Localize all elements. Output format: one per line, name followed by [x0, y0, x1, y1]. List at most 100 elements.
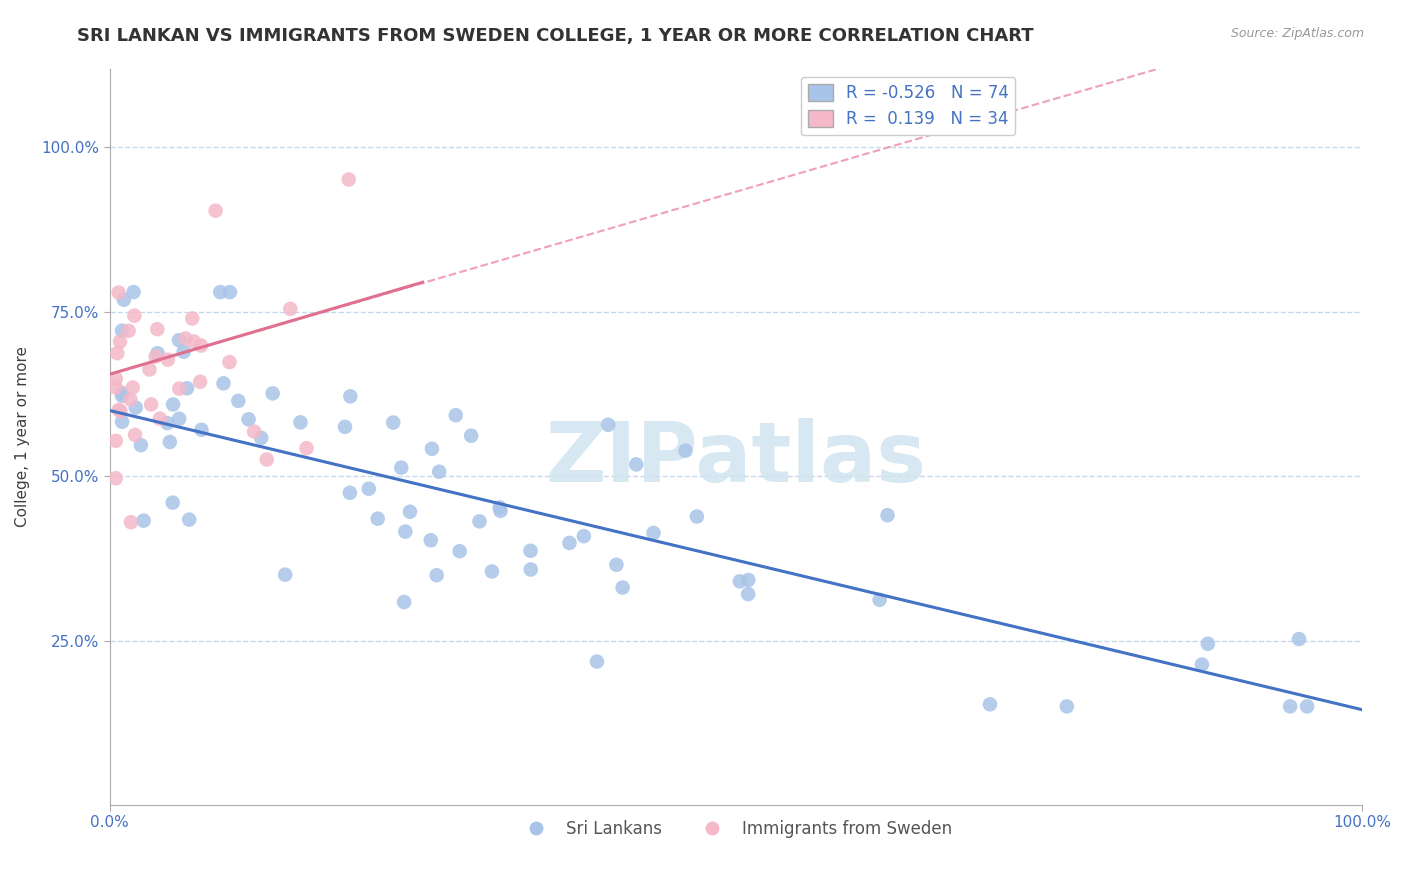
Point: [426, 568, 449, 582]
Point: [111, 389, 134, 403]
Point: [420, 442, 443, 456]
Point: [110, 404, 132, 418]
Point: [107, 403, 129, 417]
Point: [107, 285, 129, 300]
Point: [162, 397, 184, 411]
Point: [686, 509, 709, 524]
Point: [104, 380, 127, 394]
Point: [586, 655, 609, 669]
Point: [159, 434, 181, 449]
Point: [519, 543, 541, 558]
Point: [104, 372, 127, 386]
Point: [204, 203, 226, 218]
Point: [1191, 657, 1213, 672]
Point: [120, 392, 142, 407]
Point: [167, 411, 190, 425]
Point: [118, 324, 141, 338]
Point: [156, 416, 179, 430]
Point: [167, 333, 190, 347]
Point: [212, 376, 235, 391]
Point: [108, 334, 131, 349]
Point: [190, 423, 212, 437]
Point: [188, 375, 211, 389]
Point: [129, 438, 152, 452]
Y-axis label: College, 1 year or more: College, 1 year or more: [15, 346, 30, 527]
Point: [737, 587, 759, 601]
Point: [146, 346, 169, 360]
Point: [190, 338, 212, 352]
Point: [111, 415, 134, 429]
Point: [558, 536, 581, 550]
Point: [979, 698, 1001, 712]
Point: [104, 434, 127, 448]
Point: [449, 544, 471, 558]
Point: [468, 514, 491, 528]
Point: [444, 408, 467, 422]
Point: [146, 322, 169, 336]
Point: [132, 514, 155, 528]
Point: [488, 500, 510, 515]
Point: [120, 515, 142, 529]
Point: [274, 567, 297, 582]
Point: [419, 533, 441, 548]
Point: [357, 482, 380, 496]
Point: [104, 471, 127, 485]
Point: [339, 485, 361, 500]
Point: [382, 416, 405, 430]
Point: [156, 352, 179, 367]
Point: [626, 458, 648, 472]
Point: [149, 411, 172, 425]
Point: [138, 362, 160, 376]
Point: [869, 592, 891, 607]
Point: [519, 562, 541, 576]
Text: Source: ZipAtlas.com: Source: ZipAtlas.com: [1230, 27, 1364, 40]
Point: [238, 412, 260, 426]
Point: [167, 382, 190, 396]
Point: [209, 285, 232, 299]
Point: [183, 334, 205, 349]
Point: [1279, 699, 1302, 714]
Point: [295, 441, 318, 455]
Point: [737, 573, 759, 587]
Point: [612, 581, 634, 595]
Point: [179, 513, 201, 527]
Point: [228, 393, 250, 408]
Point: [339, 389, 361, 403]
Point: [174, 331, 197, 345]
Point: [460, 428, 482, 442]
Point: [399, 505, 422, 519]
Point: [219, 285, 242, 299]
Point: [105, 346, 128, 360]
Point: [125, 401, 148, 415]
Point: [176, 381, 198, 395]
Point: [112, 293, 135, 307]
Point: [262, 386, 284, 401]
Point: [427, 465, 450, 479]
Text: ZIPatlas: ZIPatlas: [546, 418, 927, 500]
Point: [124, 309, 146, 323]
Point: [121, 380, 143, 394]
Point: [1197, 637, 1219, 651]
Point: [337, 172, 360, 186]
Point: [218, 355, 240, 369]
Point: [1296, 699, 1319, 714]
Point: [1056, 699, 1078, 714]
Point: [643, 526, 665, 541]
Point: [389, 460, 412, 475]
Text: SRI LANKAN VS IMMIGRANTS FROM SWEDEN COLLEGE, 1 YEAR OR MORE CORRELATION CHART: SRI LANKAN VS IMMIGRANTS FROM SWEDEN COL…: [77, 27, 1033, 45]
Point: [675, 443, 697, 458]
Point: [181, 311, 204, 326]
Point: [124, 427, 146, 442]
Point: [256, 452, 278, 467]
Point: [111, 324, 134, 338]
Point: [145, 350, 167, 364]
Point: [278, 301, 301, 316]
Point: [139, 397, 162, 411]
Point: [605, 558, 627, 572]
Point: [333, 420, 356, 434]
Point: [394, 524, 416, 539]
Point: [367, 511, 389, 525]
Point: [1288, 632, 1310, 646]
Point: [598, 417, 620, 432]
Point: [162, 495, 184, 509]
